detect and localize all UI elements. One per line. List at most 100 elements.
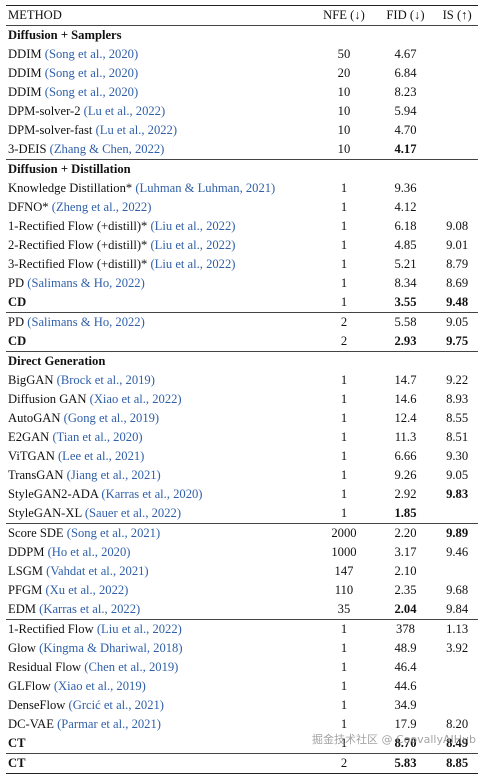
citation-link[interactable]: (Brock et al., 2019)	[56, 373, 155, 387]
is-cell	[436, 504, 478, 524]
fid-cell: 12.4	[394, 411, 417, 425]
fid-cell: 4.85	[394, 238, 417, 252]
is-cell	[436, 102, 478, 121]
is-cell	[436, 198, 478, 217]
citation-link[interactable]: (Gong et al., 2019)	[63, 411, 160, 425]
method-cell: GLFlow (Xiao et al., 2019)	[6, 677, 313, 696]
fid-cell: 8.23	[394, 85, 417, 99]
method-name: 3-DEIS	[8, 142, 47, 156]
nfe-cell: 10	[337, 85, 351, 99]
is-cell: 9.83	[446, 487, 469, 501]
is-cell	[436, 658, 478, 677]
method-cell: Knowledge Distillation* (Luhman & Luhman…	[6, 179, 313, 198]
fid-cell: 5.21	[394, 257, 417, 271]
table-row: PD (Salimans & Ho, 2022) 2 5.58 9.05	[6, 312, 478, 332]
is-cell: 9.46	[446, 545, 469, 559]
is-cell: 9.22	[446, 373, 469, 387]
citation-link[interactable]: (Zheng et al., 2022)	[51, 200, 152, 214]
header-fid: FID (↓)	[374, 5, 437, 26]
method-cell: TransGAN (Jiang et al., 2021)	[6, 466, 313, 485]
citation-link[interactable]: (Xiao et al., 2019)	[53, 679, 146, 693]
citation-link[interactable]: (Karras et al., 2022)	[39, 602, 141, 616]
citation-link[interactable]: (Grcić et al., 2021)	[68, 698, 164, 712]
nfe-cell: 35	[337, 602, 351, 616]
is-cell: 9.75	[446, 334, 469, 348]
is-cell: 8.49	[446, 736, 469, 750]
method-cell: 1-Rectified Flow (+distill)* (Liu et al.…	[6, 217, 313, 236]
is-cell	[436, 64, 478, 83]
is-cell	[436, 562, 478, 581]
citation-link[interactable]: (Lee et al., 2021)	[57, 449, 145, 463]
citation-link[interactable]: (Parmar et al., 2021)	[57, 717, 161, 731]
citation-link[interactable]: (Lu et al., 2022)	[95, 123, 178, 137]
fid-cell: 48.9	[394, 641, 417, 655]
method-name: PFGM	[8, 583, 43, 597]
method-name: Knowledge Distillation*	[8, 181, 133, 195]
is-cell: 9.84	[446, 602, 469, 616]
method-cell: 3-Rectified Flow (+distill)* (Liu et al.…	[6, 255, 313, 274]
nfe-cell: 1	[340, 257, 348, 271]
method-cell: LSGM (Vahdat et al., 2021)	[6, 562, 313, 581]
fid-cell: 6.18	[394, 219, 417, 233]
nfe-cell: 1	[340, 200, 348, 214]
section-header-row: Diffusion + Samplers	[6, 26, 478, 46]
citation-link[interactable]: (Kingma & Dhariwal, 2018)	[39, 641, 183, 655]
fid-cell: 2.92	[394, 487, 417, 501]
is-cell: 1.13	[436, 619, 478, 639]
citation-link[interactable]: (Sauer et al., 2022)	[84, 506, 182, 520]
citation-link[interactable]: (Liu et al., 2022)	[150, 219, 236, 233]
citation-link[interactable]: (Liu et al., 2022)	[150, 238, 236, 252]
method-cell: PD (Salimans & Ho, 2022)	[6, 274, 313, 293]
fid-cell: 5.58	[374, 312, 437, 332]
method-name: TransGAN	[8, 468, 64, 482]
fid-cell: 11.3	[394, 430, 417, 444]
nfe-cell: 2	[313, 312, 375, 332]
citation-link[interactable]: (Lu et al., 2022)	[83, 104, 166, 118]
nfe-cell: 110	[334, 583, 354, 597]
method-cell: DDIM (Song et al., 2020)	[6, 45, 313, 64]
method-name: ViTGAN	[8, 449, 55, 463]
citation-link[interactable]: (Liu et al., 2022)	[96, 622, 182, 636]
citation-link[interactable]: (Luhman & Luhman, 2021)	[135, 181, 276, 195]
fid-cell: 8.34	[394, 276, 417, 290]
method-name: DPM-solver-2	[8, 104, 81, 118]
method-name: PD	[8, 276, 25, 290]
method-name: CD	[8, 334, 27, 348]
citation-link[interactable]: (Salimans & Ho, 2022)	[27, 315, 145, 329]
citation-link[interactable]: (Chen et al., 2019)	[84, 660, 179, 674]
citation-link[interactable]: (Jiang et al., 2021)	[66, 468, 161, 482]
citation-link[interactable]: (Liu et al., 2022)	[150, 257, 236, 271]
fid-cell: 5.83	[374, 753, 437, 774]
citation-link[interactable]: (Xiao et al., 2022)	[89, 392, 182, 406]
citation-link[interactable]: (Song et al., 2020)	[44, 47, 139, 61]
method-cell: DDIM (Song et al., 2020)	[6, 83, 313, 102]
is-cell: 8.79	[446, 257, 469, 271]
section-title: Diffusion + Samplers	[8, 28, 122, 42]
fid-cell: 44.6	[394, 679, 417, 693]
method-cell: StyleGAN2-ADA (Karras et al., 2020)	[6, 485, 313, 504]
citation-link[interactable]: (Karras et al., 2020)	[101, 487, 203, 501]
is-cell: 3.92	[446, 641, 469, 655]
table-row: 3-DEIS (Zhang & Chen, 2022) 10 4.17	[6, 140, 478, 160]
fid-cell: 4.70	[394, 123, 417, 137]
nfe-cell: 1	[340, 449, 348, 463]
citation-link[interactable]: (Vahdat et al., 2021)	[46, 564, 149, 578]
section-header-row: Diffusion + Distillation	[6, 159, 478, 179]
nfe-cell: 1	[340, 392, 348, 406]
citation-link[interactable]: (Xu et al., 2022)	[45, 583, 129, 597]
citation-link[interactable]: (Tian et al., 2020)	[52, 430, 143, 444]
is-cell: 8.93	[446, 392, 469, 406]
citation-link[interactable]: (Ho et al., 2020)	[47, 545, 131, 559]
method-cell: Score SDE (Song et al., 2021)	[6, 523, 314, 543]
citation-link[interactable]: (Song et al., 2020)	[44, 66, 139, 80]
method-name: 3-Rectified Flow (+distill)*	[8, 257, 148, 271]
citation-link[interactable]: (Zhang & Chen, 2022)	[49, 142, 165, 156]
citation-link[interactable]: (Song et al., 2020)	[44, 85, 139, 99]
method-name: StyleGAN2-ADA	[8, 487, 99, 501]
nfe-cell: 1	[340, 295, 348, 309]
nfe-cell: 20	[337, 66, 351, 80]
table-row: BigGAN (Brock et al., 2019) 1 14.7 9.22	[6, 371, 478, 390]
citation-link[interactable]: (Song et al., 2021)	[66, 526, 161, 540]
method-name: Glow	[8, 641, 36, 655]
citation-link[interactable]: (Salimans & Ho, 2022)	[27, 276, 145, 290]
